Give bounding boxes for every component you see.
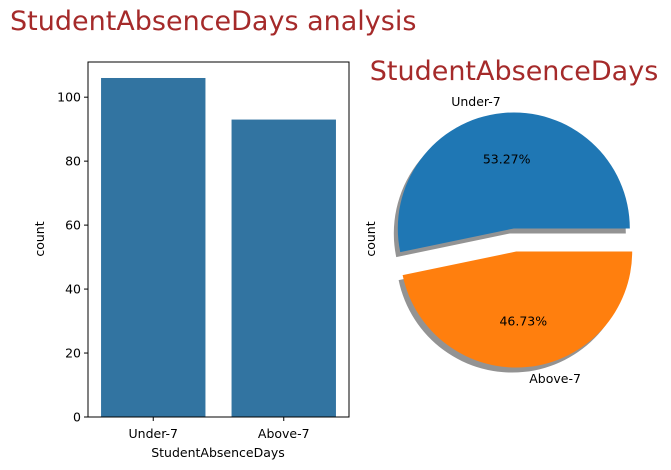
x-axis-label: StudentAbsenceDays bbox=[151, 445, 285, 460]
pie-label: Above-7 bbox=[529, 371, 581, 386]
y-tick-label: 60 bbox=[65, 218, 81, 233]
pie-slice-under-7 bbox=[397, 112, 630, 253]
bar-plot-frame bbox=[87, 61, 350, 418]
pie-marks: Under-7 53.27% Above-7 46.73% bbox=[393, 94, 633, 386]
pie-ylabel: count bbox=[363, 221, 378, 256]
y-tick-label: 80 bbox=[65, 154, 81, 169]
x-axis-ticks: Under-7 Above-7 bbox=[129, 417, 310, 441]
pie-chart: StudentAbsenceDays count Under-7 53.27% Ab… bbox=[363, 56, 658, 386]
bar-under-7 bbox=[101, 77, 206, 417]
y-tick-label: 100 bbox=[57, 90, 81, 105]
x-tick-label: Under-7 bbox=[129, 426, 179, 441]
x-tick-label: Above-7 bbox=[258, 426, 310, 441]
pie-title: StudentAbsenceDays bbox=[370, 56, 659, 87]
pie-label: Under-7 bbox=[451, 94, 501, 109]
y-axis-ticks: 0 20 40 60 80 100 bbox=[57, 90, 88, 425]
y-tick-label: 20 bbox=[65, 346, 81, 361]
y-tick-label: 40 bbox=[65, 282, 81, 297]
pie-percent-label: 53.27% bbox=[483, 152, 531, 167]
pie-percent-label: 46.73% bbox=[499, 313, 547, 328]
y-tick-label: 0 bbox=[73, 410, 81, 425]
pie-slice-above-7 bbox=[402, 251, 633, 368]
bar-above-7 bbox=[231, 119, 336, 417]
bar-chart: 0 20 40 60 80 100 Under-7 Above-7 StudentAbsen… bbox=[32, 61, 350, 460]
bar-marks bbox=[101, 77, 336, 417]
y-axis-label: count bbox=[32, 221, 47, 256]
figure-title: StudentAbsenceDays analysis bbox=[10, 6, 417, 37]
